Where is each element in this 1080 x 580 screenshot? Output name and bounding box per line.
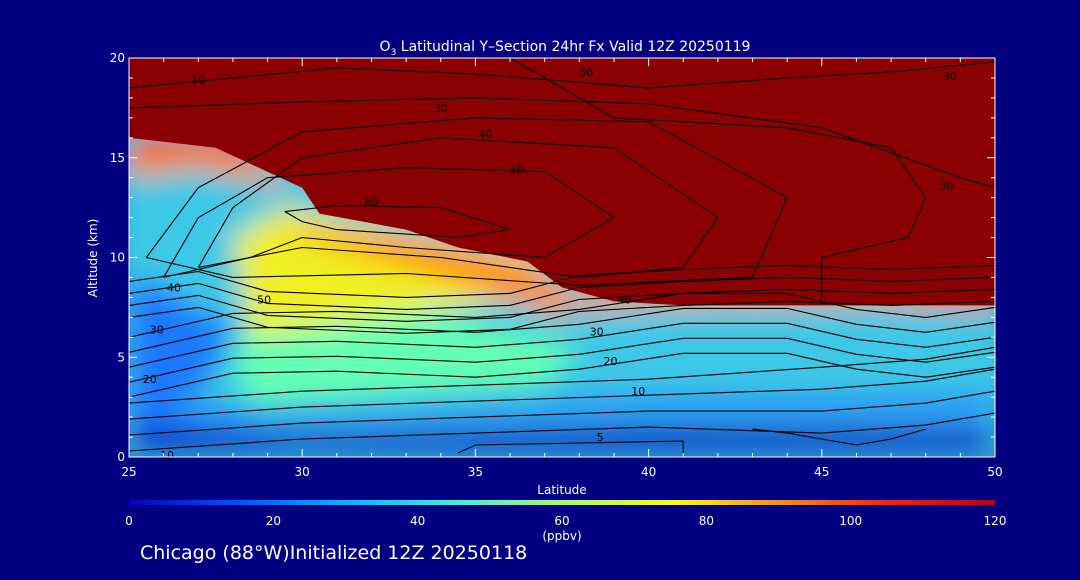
contour-line <box>509 58 927 298</box>
field-low-left-core <box>163 307 226 378</box>
contour-line <box>163 167 616 278</box>
contour-label: 10 <box>191 74 205 87</box>
contour-line <box>129 276 995 310</box>
x-tick-label: 40 <box>641 465 656 479</box>
title-text: Latitudinal Y–Section 24hr Fx Valid 12Z … <box>396 39 750 55</box>
x-tick-label: 45 <box>814 465 829 479</box>
y-tick-label: 10 <box>110 251 125 265</box>
contour-label: 30 <box>940 180 954 193</box>
contour-lines <box>129 58 995 457</box>
colorbar-tick-label: 60 <box>554 514 569 528</box>
y-tick-label: 15 <box>110 151 125 165</box>
contour-line <box>129 61 995 89</box>
contour-label: 10 <box>160 449 174 462</box>
contour-line <box>752 428 926 446</box>
y-tick-label: 20 <box>110 51 125 65</box>
contour-label: 10 <box>631 385 645 398</box>
contour-line <box>129 352 995 398</box>
title-species-subscript: 3 <box>391 48 397 58</box>
contour-label: 20 <box>143 373 157 386</box>
y-tick-label: 5 <box>117 350 125 364</box>
contour-labels: 10 30 40 50 60 50 30 30 40 50 30 20 10 40 30 20 10 5 <box>143 66 957 462</box>
contour-label: 50 <box>257 293 271 306</box>
colorbar-tick-label: 40 <box>410 514 425 528</box>
contour-line <box>129 288 995 322</box>
contour-label: 40 <box>617 293 631 306</box>
colorbar <box>129 500 995 505</box>
contour-line <box>197 137 719 278</box>
y-axis-label: Altitude (km) <box>86 219 100 298</box>
x-tick-label: 25 <box>121 465 136 479</box>
colorbar-tick-label: 0 <box>125 514 133 528</box>
contour-line <box>284 205 511 239</box>
colorbar-unit-label: (ppbv) <box>542 529 581 543</box>
contour-line <box>129 390 995 436</box>
contour-line <box>129 322 995 368</box>
footer-caption: Chicago (88°W)Initialized 12Z 20250118 <box>140 542 528 564</box>
contour-line <box>129 264 995 298</box>
contour-label: 50 <box>579 66 593 79</box>
contour-label: 30 <box>943 70 957 83</box>
x-tick-label: 35 <box>468 465 483 479</box>
contour-label: 40 <box>167 281 181 294</box>
colorbar-tick-label: 80 <box>699 514 714 528</box>
contour-line <box>129 307 995 353</box>
colorbar-ticks: 0 20 40 60 80 100 120 <box>125 514 1006 528</box>
field-surface-blue <box>129 425 995 457</box>
contour-label: 40 <box>479 128 493 141</box>
colorbar-tick-label: 100 <box>839 514 862 528</box>
title-species: O <box>380 39 391 55</box>
y-tick-label: 0 <box>117 450 125 464</box>
contour-line <box>129 412 995 452</box>
contour-label: 30 <box>590 325 604 338</box>
contour-label: 30 <box>434 102 448 115</box>
contour-line <box>129 97 995 189</box>
field-orange-left <box>129 137 303 192</box>
contour-line <box>145 117 788 286</box>
colorbar-tick-label: 120 <box>984 514 1007 528</box>
contour-label: 50 <box>510 164 524 177</box>
x-tick-label: 30 <box>295 465 310 479</box>
contour-label: 60 <box>364 196 378 209</box>
x-axis-label: Latitude <box>537 483 586 497</box>
field-surface-band <box>129 397 995 426</box>
plot-area <box>129 58 995 457</box>
field-saturated-region <box>129 58 995 306</box>
contour-label: 5 <box>597 431 604 444</box>
contour-line <box>129 300 995 334</box>
contour-line <box>457 440 684 457</box>
contour-line <box>129 346 995 404</box>
chart-title: O3 Latitudinal Y–Section 24hr Fx Valid 1… <box>380 39 751 58</box>
contour-line <box>129 292 995 338</box>
contour-line <box>129 368 995 420</box>
contour-line <box>129 337 995 383</box>
x-tick-label: 50 <box>987 465 1002 479</box>
colorbar-tick-label: 20 <box>266 514 281 528</box>
field-orange <box>284 227 580 318</box>
contour-label: 30 <box>150 323 164 336</box>
contour-label: 20 <box>603 355 617 368</box>
